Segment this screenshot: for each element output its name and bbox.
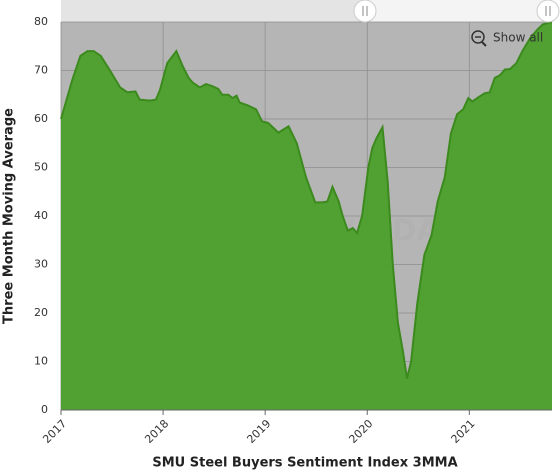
reset-zoom[interactable]: Show all bbox=[471, 30, 543, 47]
x-axis-title: SMU Steel Buyers Sentiment Index 3MMA bbox=[152, 456, 457, 471]
handle-left[interactable] bbox=[353, 0, 377, 23]
x-tick-label: 2019 bbox=[244, 417, 273, 446]
zoom-icon bbox=[471, 30, 485, 44]
y-tick-label: 50 bbox=[34, 161, 48, 174]
line bbox=[60, 21, 553, 379]
area bbox=[61, 22, 552, 410]
y-tick-label: 20 bbox=[34, 306, 48, 319]
y-tick-label: 70 bbox=[34, 64, 48, 77]
y-tick-label: 30 bbox=[34, 258, 48, 271]
y-tick-label: 60 bbox=[34, 112, 48, 125]
y-axis-title: Three Month Moving Average bbox=[2, 108, 17, 324]
x-tick-label: 2020 bbox=[346, 417, 375, 446]
navigator-selection bbox=[365, 0, 548, 22]
y-tick-label: 10 bbox=[34, 355, 48, 368]
zoom-icon-handle bbox=[481, 41, 487, 47]
x-tick-label: 2021 bbox=[449, 417, 478, 446]
y-tick-label: 40 bbox=[34, 209, 48, 222]
x-tick-label: 2018 bbox=[142, 417, 171, 446]
y-tick-label: 80 bbox=[34, 15, 48, 28]
series bbox=[60, 21, 553, 410]
navigator-handles[interactable] bbox=[353, 0, 560, 23]
x-tick-label: 2017 bbox=[40, 417, 69, 446]
handle-right[interactable] bbox=[536, 0, 560, 23]
y-tick-label: 0 bbox=[41, 403, 48, 416]
reset-zoom-label[interactable]: Show all bbox=[493, 31, 543, 45]
